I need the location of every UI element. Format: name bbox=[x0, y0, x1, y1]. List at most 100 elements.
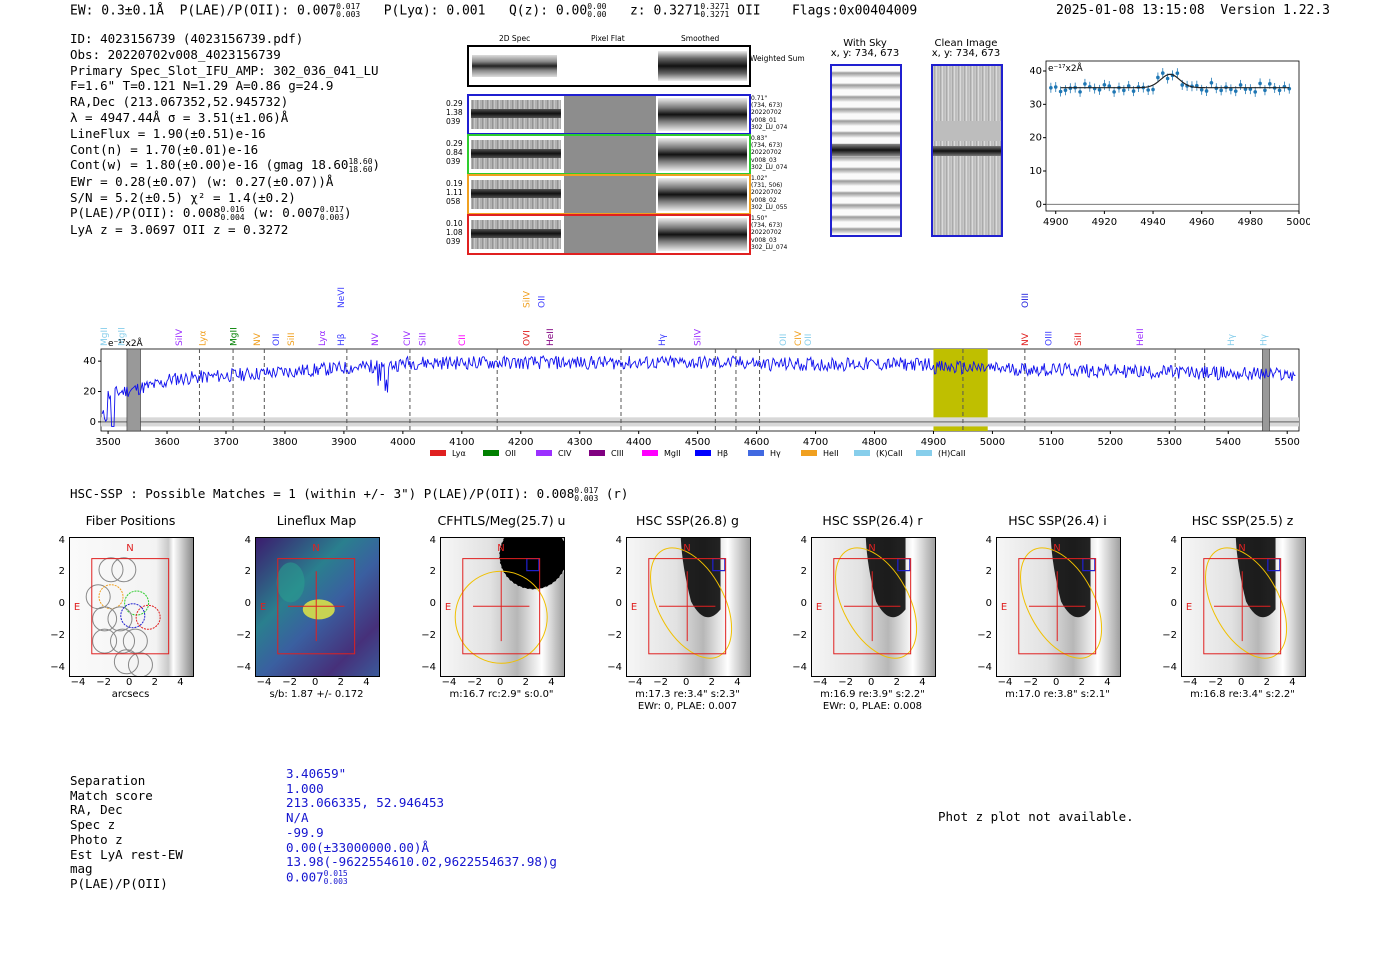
panel-sub2: EWr: 0, PLAE: 0.007 bbox=[637, 701, 738, 712]
ifu-box bbox=[91, 558, 170, 655]
panel-sub2: EWr: 0, PLAE: 0.008 bbox=[822, 701, 923, 712]
info-ewr: EWr = 0.28(±0.07) (w: 0.27(±0.07))Å bbox=[70, 173, 334, 189]
spectrum-xtick: 4900 bbox=[921, 437, 946, 448]
north-label: N bbox=[683, 543, 690, 554]
spectrum-line-label: OII bbox=[272, 334, 282, 346]
weighted-sum-panel bbox=[467, 45, 751, 87]
panel-ytick: 2 bbox=[244, 566, 251, 578]
mt-key-separation: Separation bbox=[70, 773, 146, 788]
zoom-ytick: 40 bbox=[1030, 66, 1042, 77]
spectrum-line-label: MgII bbox=[118, 327, 128, 346]
cutout-row-right-labels: 1.02" (731, 506) 20220702 v008_02 302_LU_055 bbox=[751, 175, 787, 211]
spectrum-xticks: 3500 3600 3700 3800 3900 4000 4100 4200 4300 4400… bbox=[95, 431, 1300, 448]
north-label: N bbox=[126, 543, 133, 554]
legend-label: MgII bbox=[664, 449, 681, 458]
zoom-ytick: 0 bbox=[1036, 199, 1042, 210]
info-lya: LyA z = 3.0697 OII z = 0.3272 bbox=[70, 221, 289, 237]
spectrum-line-label: NV bbox=[371, 332, 381, 346]
spectrum-line-label: SiII bbox=[1074, 332, 1084, 346]
panel-overlay: NE bbox=[1186, 538, 1288, 659]
panel-sub1: m:17.3 re:3.4" s:2.3" bbox=[635, 689, 740, 700]
spectrum-line-labels: NeVI SiIV OII OIII MgII MgII SiIV Lyα MgII NV OII S… bbox=[100, 287, 1270, 346]
matches-header: HSC-SSP : Possible Matches = 1 (within +… bbox=[70, 486, 628, 503]
panel-xtick: −4 bbox=[812, 677, 828, 688]
crosshair bbox=[1214, 571, 1271, 642]
header-qz: Q(z): 0.00 bbox=[508, 3, 588, 19]
panel-xtick: 0 bbox=[1053, 677, 1060, 688]
spectrum-line-label: Hγ bbox=[1260, 333, 1270, 346]
spectrum-line-label: OVI bbox=[523, 330, 533, 346]
panel-ytick: −4 bbox=[236, 661, 251, 673]
cutout-right-value: 20220702 bbox=[751, 229, 782, 237]
spectrum-xtick: 3800 bbox=[272, 437, 297, 448]
panel-ytick: 0 bbox=[800, 598, 807, 610]
spectrum-line-label: SiIV bbox=[694, 328, 704, 346]
spectrum-xtick: 5200 bbox=[1098, 437, 1123, 448]
zoom-ytick: 10 bbox=[1030, 166, 1042, 177]
header-plae-hi: 0.017 bbox=[336, 2, 361, 11]
panel-ytick: 0 bbox=[615, 598, 622, 610]
panel-overlay: NE bbox=[260, 543, 356, 655]
panel-ytick: −2 bbox=[421, 629, 436, 641]
aperture-ellipse bbox=[835, 547, 918, 659]
legend-label: CIV bbox=[558, 449, 572, 458]
cutout-left-value: 0.29 bbox=[446, 139, 463, 148]
mt-val-plae-text: 0.007 bbox=[286, 869, 324, 885]
col-header-smoothed: Smoothed bbox=[681, 34, 720, 43]
panel-xtick: −4 bbox=[256, 677, 272, 688]
spectrum-line-label: Hγ bbox=[658, 333, 668, 346]
cutout-left-value: 039 bbox=[446, 157, 461, 166]
cutout-row bbox=[467, 134, 751, 175]
panel-ytick: 2 bbox=[985, 566, 992, 578]
cutout-row-left-labels: 0.19 1.11 058 bbox=[446, 179, 466, 206]
cutout-left-value: 0.84 bbox=[446, 148, 463, 157]
spectrum-xtick: 4300 bbox=[567, 437, 592, 448]
legend-label: Hβ bbox=[717, 449, 728, 458]
with-sky-image bbox=[830, 64, 902, 237]
info-primary: Primary Spec_Slot_IFU_AMP: 302_036_041_L… bbox=[70, 62, 379, 78]
ifu-box bbox=[1018, 558, 1097, 655]
fiber-circle bbox=[113, 649, 139, 675]
cutout-right-value: (734, 673) bbox=[751, 142, 783, 150]
panel-xtick: 4 bbox=[363, 677, 370, 688]
spectrum-frame bbox=[100, 348, 1300, 432]
cutout-right-value: (734, 673) bbox=[751, 102, 783, 110]
mt-val-matchscore: 1.000 bbox=[286, 780, 324, 796]
fiber-circle bbox=[92, 628, 118, 654]
cutout-right-value: 302_LU_074 bbox=[751, 163, 788, 171]
fiber-circle bbox=[135, 604, 161, 630]
clean-trace bbox=[933, 146, 1001, 156]
panel-ytick: −2 bbox=[236, 629, 251, 641]
panel-ytick: −4 bbox=[607, 661, 622, 673]
cutout-left-value: 0.19 bbox=[446, 179, 463, 188]
panel-ytick: 4 bbox=[244, 534, 251, 546]
panel-overlay: NE bbox=[1001, 538, 1103, 659]
cutout-right-value: 20220702 bbox=[751, 149, 782, 157]
spectrum-xtick: 4600 bbox=[744, 437, 769, 448]
lineflux-peak bbox=[302, 599, 335, 620]
spectrum-xtick: 5500 bbox=[1274, 437, 1299, 448]
matches-text: HSC-SSP : Possible Matches = 1 (within +… bbox=[70, 486, 575, 501]
panel-title: HSC SSP(26.4) r bbox=[822, 513, 923, 528]
spectrum-xtick: 5100 bbox=[1039, 437, 1064, 448]
info-obs: Obs: 20220702v008_4023156739 bbox=[70, 46, 281, 62]
ifu-box bbox=[1203, 558, 1282, 655]
panel-ytick: 2 bbox=[800, 566, 807, 578]
info-params: F=1.6" T=0.121 N=1.29 A=0.86 g=24.9 bbox=[70, 78, 334, 94]
panel-ytick: 0 bbox=[429, 598, 436, 610]
with-sky-xy: x, y: 734, 673 bbox=[830, 48, 900, 59]
spectrum-xtick: 4200 bbox=[508, 437, 533, 448]
mt-val-mag: 13.98(-9622554610.02,9622554637.98)g bbox=[286, 854, 557, 870]
cutout-row bbox=[467, 174, 751, 215]
spectrum-line-label: NV bbox=[253, 332, 263, 346]
spectrum-line-label: OII bbox=[779, 334, 789, 346]
mt-val-specz: N/A bbox=[286, 810, 309, 826]
spectrum-ytick: 0 bbox=[90, 417, 96, 428]
cutout-row-right-labels: 0.83" (734, 673) 20220702 v008_03 302_LU_074 bbox=[751, 135, 787, 171]
spectrum-line-label: CII bbox=[458, 334, 468, 346]
panel-xtick: 4 bbox=[1104, 677, 1111, 688]
aperture-ellipse bbox=[650, 547, 733, 659]
